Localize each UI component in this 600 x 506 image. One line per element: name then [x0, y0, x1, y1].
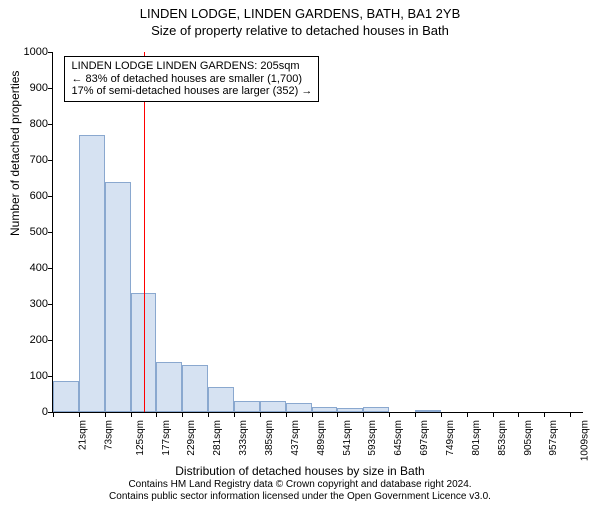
property-marker-line: [144, 52, 145, 412]
x-tick-mark: [415, 412, 416, 417]
x-tick-mark: [234, 412, 235, 417]
x-tick-mark: [467, 412, 468, 417]
y-tick-mark: [48, 160, 53, 161]
y-tick-label: 600: [8, 190, 48, 202]
histogram-bar: [260, 401, 286, 412]
y-tick-mark: [48, 124, 53, 125]
histogram-bar: [53, 381, 79, 412]
y-tick-mark: [48, 340, 53, 341]
x-tick-mark: [441, 412, 442, 417]
chart-area: 21sqm73sqm125sqm177sqm229sqm281sqm333sqm…: [52, 52, 582, 412]
x-tick-label: 801sqm: [471, 420, 482, 456]
histogram-bar: [156, 362, 182, 412]
x-axis-label: Distribution of detached houses by size …: [0, 464, 600, 478]
x-tick-label: 645sqm: [393, 420, 404, 456]
histogram-bar: [131, 293, 157, 412]
x-tick-mark: [260, 412, 261, 417]
x-tick-mark: [286, 412, 287, 417]
y-tick-label: 1000: [8, 46, 48, 58]
x-tick-label: 73sqm: [103, 420, 114, 450]
footnote: Contains HM Land Registry data © Crown c…: [0, 479, 600, 502]
x-tick-mark: [493, 412, 494, 417]
plot-region: 21sqm73sqm125sqm177sqm229sqm281sqm333sqm…: [52, 52, 583, 413]
y-tick-label: 400: [8, 262, 48, 274]
x-tick-mark: [208, 412, 209, 417]
x-tick-label: 177sqm: [161, 420, 172, 456]
y-tick-mark: [48, 196, 53, 197]
x-tick-label: 1009sqm: [580, 420, 591, 461]
x-tick-label: 853sqm: [497, 420, 508, 456]
x-tick-label: 229sqm: [186, 420, 197, 456]
page-title: LINDEN LODGE, LINDEN GARDENS, BATH, BA1 …: [0, 6, 600, 21]
histogram-bar: [208, 387, 234, 412]
annotation-line: LINDEN LODGE LINDEN GARDENS: 205sqm: [71, 60, 312, 73]
x-tick-mark: [105, 412, 106, 417]
x-tick-mark: [53, 412, 54, 417]
y-tick-label: 200: [8, 334, 48, 346]
x-tick-mark: [312, 412, 313, 417]
histogram-bar: [337, 408, 363, 412]
x-tick-label: 437sqm: [290, 420, 301, 456]
x-tick-mark: [337, 412, 338, 417]
histogram-bar: [79, 135, 105, 412]
y-tick-mark: [48, 52, 53, 53]
y-tick-mark: [48, 232, 53, 233]
x-tick-label: 593sqm: [367, 420, 378, 456]
y-tick-label: 100: [8, 370, 48, 382]
y-tick-mark: [48, 304, 53, 305]
x-tick-label: 385sqm: [264, 420, 275, 456]
x-tick-mark: [182, 412, 183, 417]
x-tick-mark: [570, 412, 571, 417]
y-tick-label: 300: [8, 298, 48, 310]
x-tick-label: 749sqm: [445, 420, 456, 456]
y-tick-label: 0: [8, 406, 48, 418]
y-tick-label: 500: [8, 226, 48, 238]
histogram-bar: [182, 365, 208, 412]
x-tick-label: 333sqm: [238, 420, 249, 456]
x-tick-mark: [518, 412, 519, 417]
annotation-box: LINDEN LODGE LINDEN GARDENS: 205sqm← 83%…: [64, 56, 319, 102]
x-tick-label: 957sqm: [548, 420, 559, 456]
annotation-line: ← 83% of detached houses are smaller (1,…: [71, 73, 312, 86]
y-tick-mark: [48, 376, 53, 377]
y-tick-mark: [48, 88, 53, 89]
annotation-line: 17% of semi-detached houses are larger (…: [71, 85, 312, 98]
histogram-bar: [105, 182, 131, 412]
footnote-line-1: Contains HM Land Registry data © Crown c…: [0, 479, 600, 491]
histogram-bar: [415, 410, 441, 412]
x-tick-label: 489sqm: [316, 420, 327, 456]
x-tick-mark: [363, 412, 364, 417]
x-tick-label: 21sqm: [78, 420, 89, 450]
histogram-bar: [286, 403, 312, 412]
y-tick-mark: [48, 268, 53, 269]
histogram-bar: [363, 407, 389, 412]
x-tick-mark: [544, 412, 545, 417]
x-tick-mark: [131, 412, 132, 417]
x-tick-label: 905sqm: [523, 420, 534, 456]
x-tick-label: 125sqm: [135, 420, 146, 456]
footnote-line-2: Contains public sector information licen…: [0, 491, 600, 503]
histogram-bar: [312, 407, 338, 412]
x-tick-label: 697sqm: [419, 420, 430, 456]
x-tick-mark: [79, 412, 80, 417]
histogram-bar: [234, 401, 260, 412]
y-tick-label: 800: [8, 118, 48, 130]
x-tick-label: 281sqm: [212, 420, 223, 456]
x-tick-mark: [156, 412, 157, 417]
page-subtitle: Size of property relative to detached ho…: [0, 23, 600, 38]
y-tick-label: 700: [8, 154, 48, 166]
y-tick-label: 900: [8, 82, 48, 94]
x-tick-label: 541sqm: [342, 420, 353, 456]
x-tick-mark: [389, 412, 390, 417]
